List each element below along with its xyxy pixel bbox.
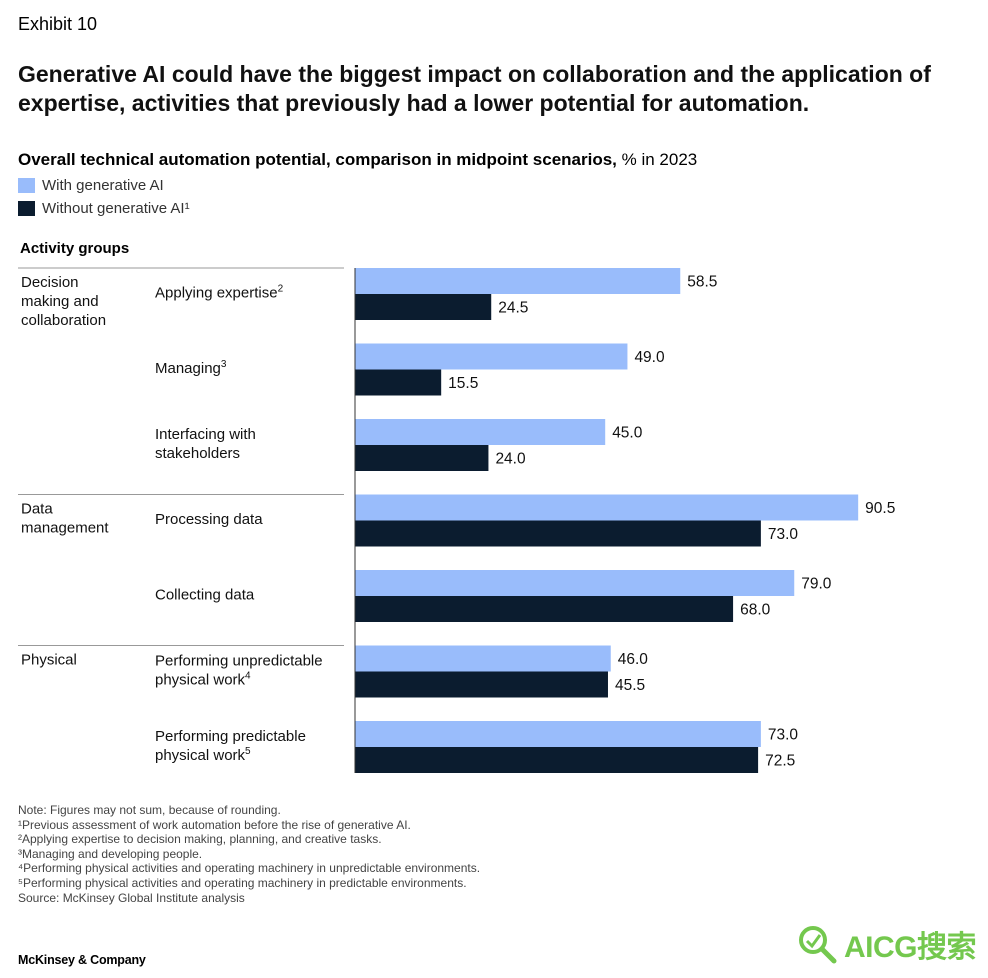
bar-chart: 58.5 24.5 Applying expertise2 49.0 15.5 Manag…	[18, 267, 895, 773]
group-label-1-line-0: Data	[21, 501, 53, 518]
data-label-without-3: 73.0	[768, 526, 799, 543]
legend-item-with-genai: With generative AI	[18, 177, 164, 194]
group-label-0-line-2: collaboration	[21, 312, 106, 329]
data-label-without-4: 68.0	[740, 602, 771, 619]
footnote-1: ¹Previous assessment of work automation …	[18, 817, 411, 832]
bar-with-1	[355, 343, 628, 370]
category-label-5-line-1: physical work4	[155, 671, 251, 689]
data-label-with-4: 79.0	[801, 576, 832, 593]
bar-without-6	[355, 747, 759, 773]
category-label-1-line-0: Managing3	[155, 359, 227, 377]
bar-with-5	[355, 645, 611, 672]
category-label-6-line-0: Performing predictable	[155, 728, 306, 745]
bar-with-3	[355, 494, 859, 521]
category-label-2-line-1: stakeholders	[155, 445, 240, 462]
footnotes: Note: Figures may not sum, because of ro…	[18, 803, 480, 905]
bar-without-1	[355, 369, 442, 396]
exhibit-label: Exhibit 10	[18, 14, 98, 34]
footnote-3: ³Managing and developing people.	[18, 846, 203, 861]
bar-without-3	[355, 520, 761, 547]
legend-swatch-without-genai	[18, 201, 35, 216]
brand-logo: McKinsey & Company	[18, 953, 146, 967]
bar-with-0	[355, 268, 681, 294]
bar-without-5	[355, 671, 608, 698]
footnote-4: ⁴Performing physical activities and oper…	[18, 861, 481, 876]
legend-item-without-genai: Without generative AI¹	[18, 200, 190, 217]
data-label-without-6: 72.5	[765, 753, 795, 770]
category-label-5-line-0: Performing unpredictable	[155, 653, 323, 670]
data-label-with-0: 58.5	[687, 274, 717, 291]
bar-without-0	[355, 294, 492, 320]
data-label-with-3: 90.5	[865, 500, 895, 517]
bar-with-2	[355, 419, 606, 445]
data-label-without-1: 15.5	[448, 375, 478, 392]
data-label-without-2: 24.0	[495, 451, 526, 468]
data-label-with-2: 45.0	[612, 425, 643, 442]
legend-label-with-genai: With generative AI	[42, 177, 164, 194]
group-label-0-line-0: Decision	[21, 274, 79, 291]
footnote-2: ²Applying expertise to decision making, …	[18, 832, 382, 847]
watermark-text: AICG搜索	[844, 931, 977, 964]
subtitle-main: Overall technical automation potential, …	[18, 150, 617, 169]
category-label-0-line-0: Applying expertise2	[155, 284, 284, 302]
watermark: AICG搜索	[796, 922, 977, 966]
data-label-with-1: 49.0	[634, 349, 665, 366]
footnote-5: ⁵Performing physical activities and oper…	[18, 875, 467, 890]
bar-without-4	[355, 596, 734, 622]
headline: Generative AI could have the biggest imp…	[18, 61, 931, 116]
bar-with-6	[355, 721, 761, 747]
data-label-with-6: 73.0	[768, 727, 799, 744]
data-label-without-0: 24.5	[498, 300, 528, 317]
bar-with-4	[355, 570, 795, 596]
data-label-without-5: 45.5	[615, 677, 645, 694]
group-label-1-line-1: management	[21, 520, 109, 537]
legend-swatch-with-genai	[18, 178, 35, 193]
legend-label-without-genai: Without generative AI¹	[42, 200, 190, 217]
magnifier-icon	[799, 926, 837, 964]
category-label-4-line-0: Collecting data	[155, 587, 255, 604]
category-label-3-line-0: Processing data	[155, 511, 263, 528]
chart-subtitle: Overall technical automation potential, …	[18, 150, 697, 170]
footnote-source: Source: McKinsey Global Institute analys…	[18, 890, 245, 905]
group-label-0-line-1: making and	[21, 293, 99, 310]
category-label-2-line-0: Interfacing with	[155, 426, 256, 443]
group-label-2-line-0: Physical	[21, 652, 77, 669]
data-label-with-5: 46.0	[618, 651, 649, 668]
category-label-6-line-1: physical work5	[155, 746, 251, 764]
column-header-activity-groups: Activity groups	[20, 240, 130, 257]
bar-without-2	[355, 445, 489, 471]
subtitle-unit: % in 2023	[616, 150, 698, 169]
footnote-note: Note: Figures may not sum, because of ro…	[18, 803, 281, 817]
